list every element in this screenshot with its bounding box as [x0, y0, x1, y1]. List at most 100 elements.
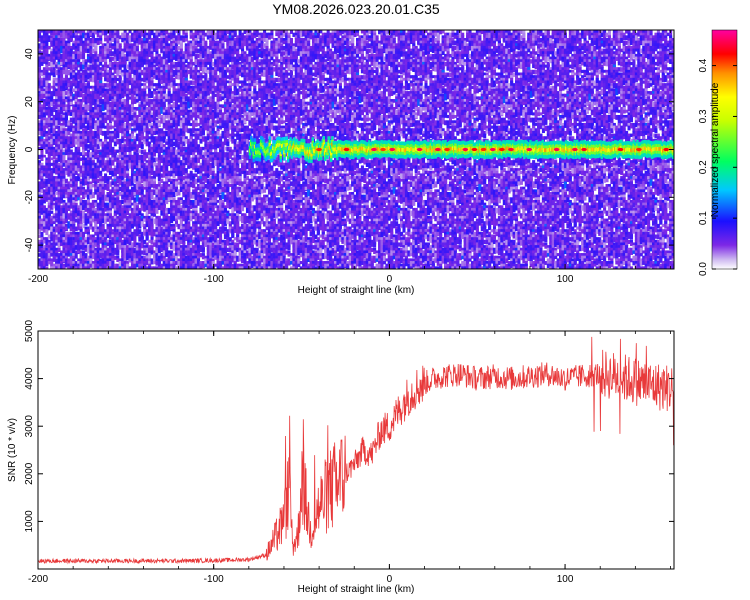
heatmap-cell — [170, 189, 174, 193]
heatmap-cell — [113, 239, 117, 245]
heatmap-cell — [62, 258, 66, 263]
heatmap-cell — [130, 154, 134, 161]
heatmap-cell — [123, 93, 127, 97]
heatmap-cell — [84, 266, 88, 269]
heatmap-cell — [40, 162, 44, 168]
heatmap-cell — [96, 114, 100, 119]
heatmap-cell — [155, 218, 159, 226]
heatmap-cell — [79, 104, 83, 110]
heatmap-cell — [165, 83, 169, 87]
heatmap-cell — [89, 130, 93, 135]
heatmap-cell — [50, 194, 54, 198]
heatmap-cell — [38, 173, 42, 180]
heatmap-cell — [116, 237, 120, 243]
heatmap-cell — [94, 107, 98, 112]
heatmap-cell — [148, 154, 152, 160]
heatmap-cell — [72, 215, 76, 221]
heatmap-cell — [74, 250, 78, 254]
heatmap-cell — [45, 93, 49, 99]
heatmap-cell — [89, 242, 93, 246]
heatmap-cell — [101, 144, 105, 147]
heatmap-cell — [52, 80, 56, 88]
heatmap-cell — [118, 120, 122, 127]
heatmap-cell — [123, 75, 127, 82]
heatmap-cell — [77, 210, 81, 215]
heatmap-cell — [69, 263, 73, 268]
heatmap-cell — [89, 234, 93, 241]
heatmap-cell — [143, 141, 147, 145]
heatmap-cell — [123, 237, 127, 242]
heatmap-cell — [111, 83, 115, 87]
heatmap-cell — [40, 77, 44, 83]
heatmap-cell — [113, 226, 117, 231]
heatmap-cell — [108, 231, 112, 236]
heatmap-cell — [82, 245, 86, 250]
heatmap-cell — [130, 114, 134, 121]
heatmap-cell — [118, 101, 122, 107]
heatmap-cell — [67, 189, 71, 195]
heatmap-cell — [99, 197, 103, 201]
heatmap-cell — [135, 37, 139, 43]
heatmap-cell — [160, 221, 164, 226]
heatmap-cell — [135, 99, 139, 103]
heatmap-cell — [38, 75, 42, 80]
heatmap-cell — [113, 191, 117, 197]
heatmap-cell — [79, 144, 83, 147]
heatmap-cell — [148, 130, 152, 135]
heatmap-cell — [94, 231, 98, 236]
heatmap-cell — [135, 263, 139, 268]
heatmap-cell — [130, 141, 134, 147]
heatmap-cell — [67, 64, 71, 68]
heatmap-cell — [128, 197, 132, 202]
heatmap-cell — [106, 122, 110, 126]
heatmap-cell — [38, 91, 42, 94]
heatmap-cell — [82, 32, 86, 39]
heatmap-cell — [50, 99, 54, 103]
heatmap-cell — [38, 48, 42, 54]
heatmap-cell — [135, 149, 139, 153]
heatmap-cell — [50, 191, 54, 197]
heatmap-cell — [128, 136, 132, 141]
heatmap-cell — [108, 48, 112, 53]
heatmap-cell — [94, 253, 98, 261]
heatmap-cell — [99, 53, 103, 58]
heatmap-cell — [128, 231, 132, 236]
heatmap-cell — [150, 114, 154, 120]
heatmap-cell — [84, 199, 88, 204]
heatmap-cell — [126, 48, 130, 54]
heatmap-cell — [111, 202, 115, 209]
heatmap-cell — [165, 93, 169, 100]
heatmap-cell — [155, 37, 159, 42]
heatmap-cell — [60, 186, 64, 191]
heatmap-cell — [126, 64, 130, 69]
heatmap-cell — [165, 59, 169, 65]
heatmap-cell — [89, 160, 93, 167]
heatmap-cell — [133, 141, 137, 146]
heatmap-cell — [84, 117, 88, 122]
heatmap-cell — [162, 37, 166, 43]
heatmap-cell — [40, 253, 44, 260]
heatmap-cell — [162, 168, 166, 173]
heatmap-cell — [50, 215, 54, 221]
heatmap-cell — [74, 117, 78, 124]
heatmap-cell — [143, 176, 147, 183]
heatmap-cell — [123, 234, 127, 238]
heatmap-cell — [99, 75, 103, 80]
heatmap-cell — [121, 207, 125, 215]
heatmap-cell — [128, 72, 132, 78]
heatmap-cell — [155, 107, 159, 111]
heatmap-cell — [47, 152, 51, 156]
heatmap-cell — [96, 130, 100, 135]
heatmap-cell — [62, 43, 66, 49]
heatmap-cell — [121, 242, 125, 248]
heatmap-cell — [60, 61, 64, 66]
heatmap-cell — [62, 48, 66, 53]
heatmap-cell — [101, 266, 105, 269]
heatmap-cell — [165, 221, 169, 226]
heatmap-cell — [138, 266, 142, 269]
heatmap-cell — [55, 146, 59, 152]
heatmap-cell — [123, 205, 127, 208]
heatmap-cell — [72, 237, 76, 243]
heatmap-cell — [60, 144, 64, 151]
heatmap-cell — [42, 258, 46, 263]
